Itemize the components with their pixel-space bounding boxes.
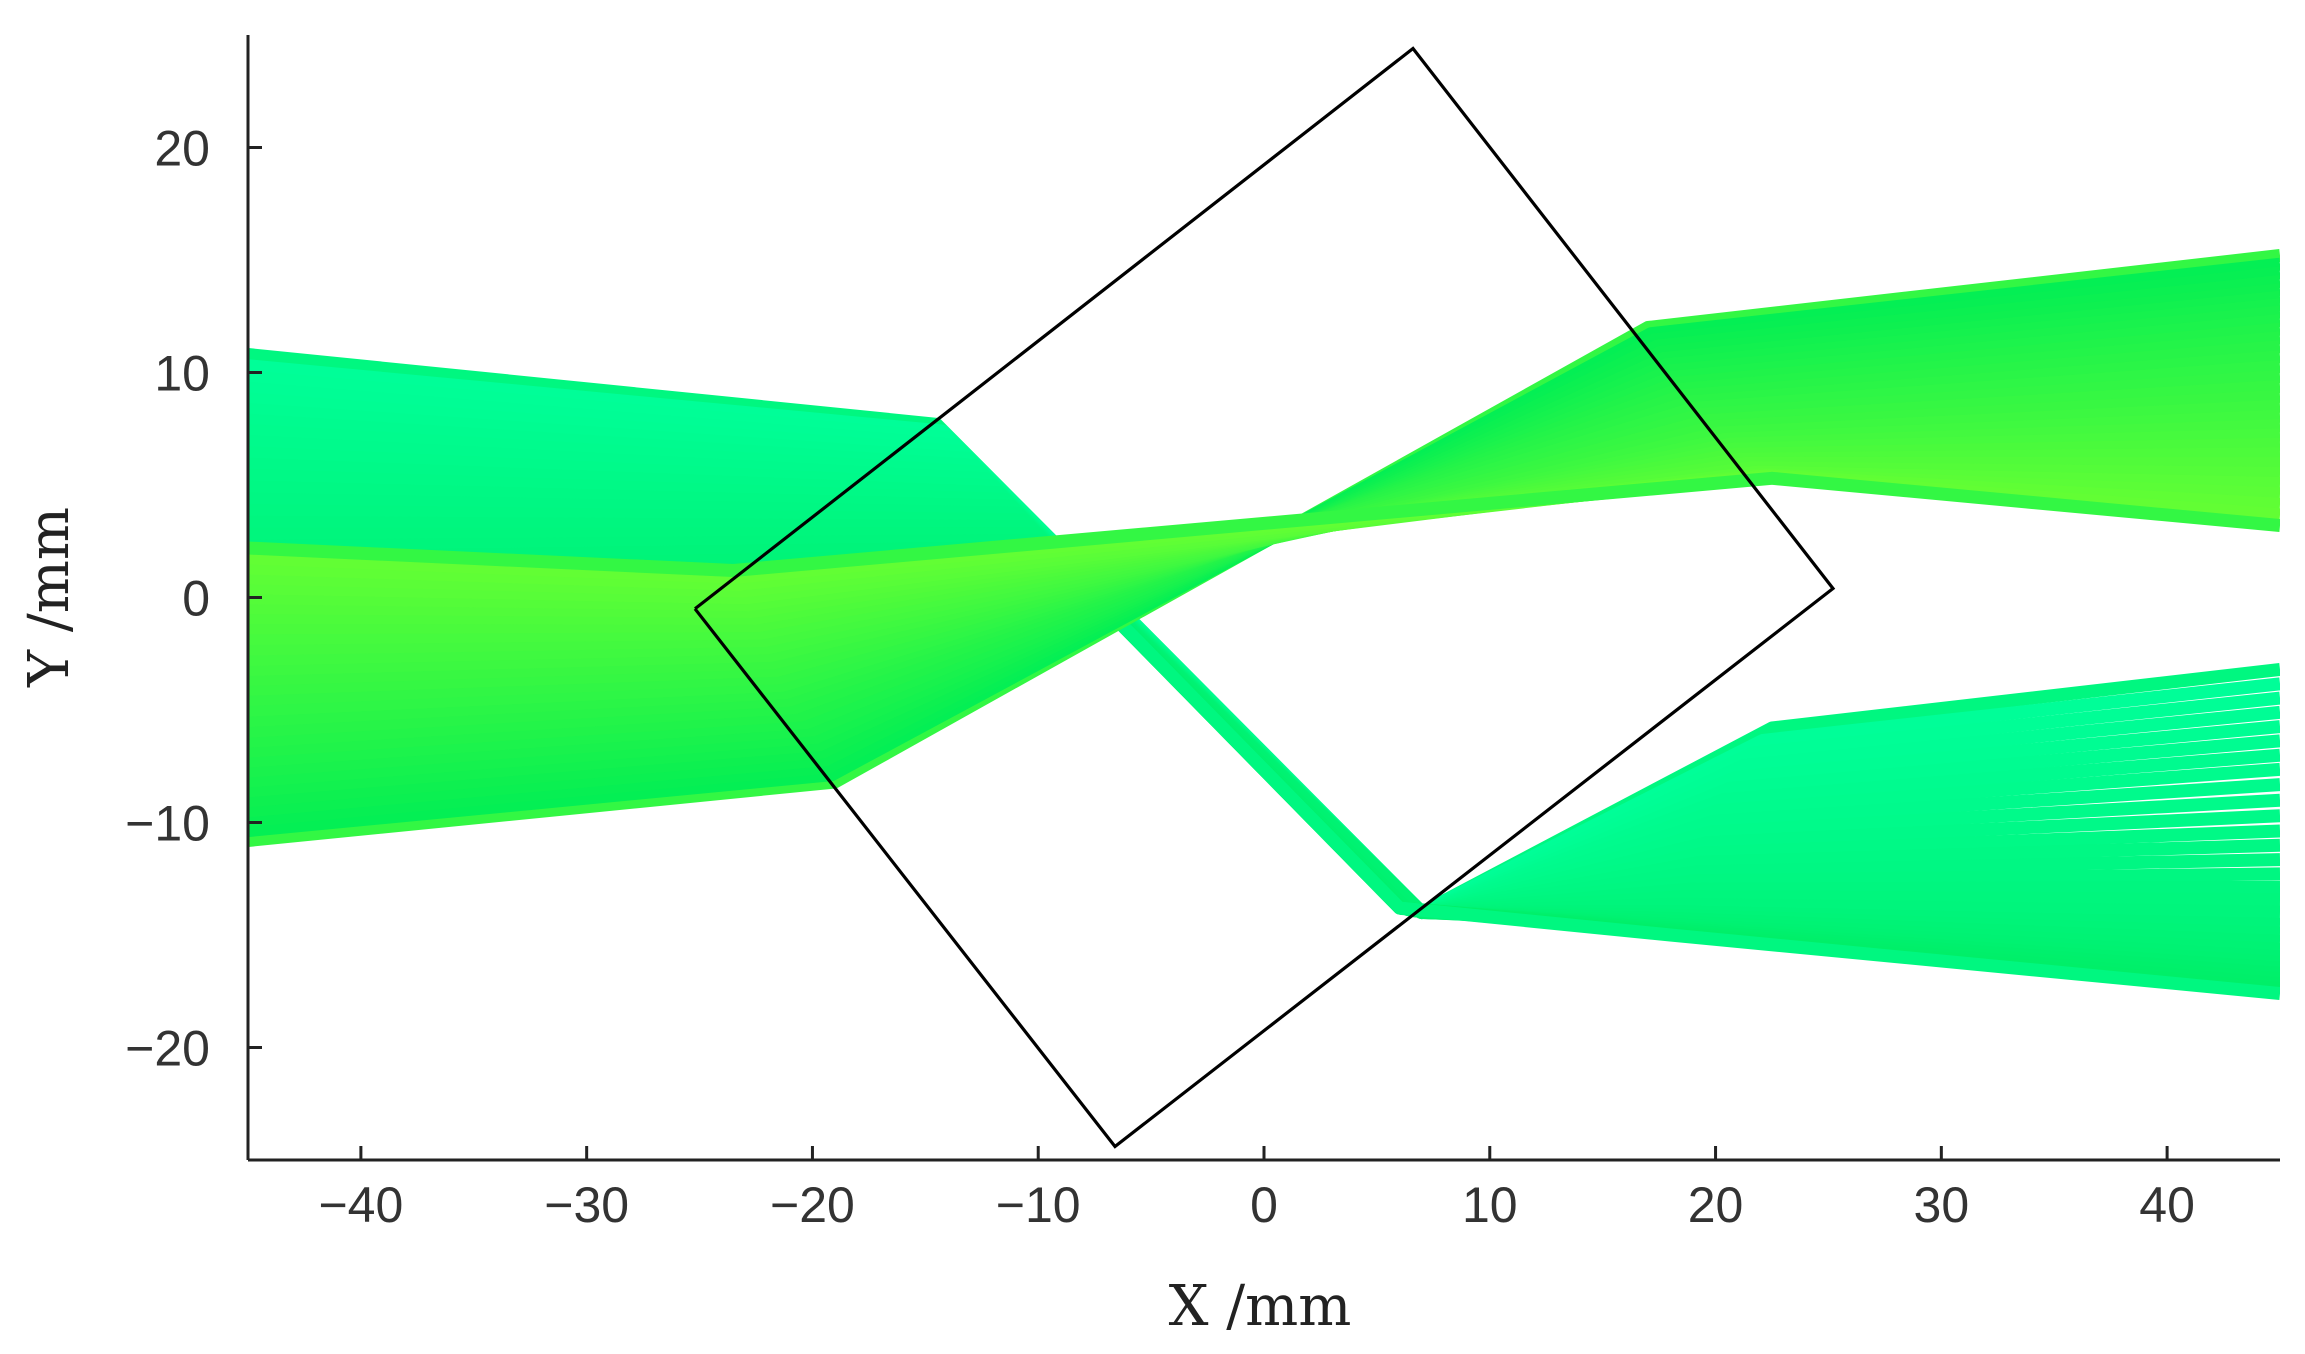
x-tick-label: −40 bbox=[318, 1177, 403, 1233]
ray-traces bbox=[248, 249, 2280, 1000]
x-tick-label: 30 bbox=[1914, 1177, 1970, 1233]
x-tick-label: 40 bbox=[2139, 1177, 2195, 1233]
bundle_b-ray bbox=[248, 471, 2280, 577]
x-tick-label: 20 bbox=[1688, 1177, 1744, 1233]
y-tick-label: 10 bbox=[154, 346, 210, 402]
y-tick-label: 20 bbox=[154, 121, 210, 177]
x-ticks: −40 −30 −20 −10 0 10 20 30 40 bbox=[318, 1146, 2195, 1233]
prism-outline bbox=[693, 46, 1836, 1149]
bundle_b-rays bbox=[248, 249, 2280, 847]
y-tick-label: −10 bbox=[125, 796, 210, 852]
y-ticks: −20 −10 0 10 20 bbox=[125, 121, 262, 1077]
y-tick-label: −20 bbox=[125, 1021, 210, 1077]
y-tick-label: 0 bbox=[182, 571, 210, 627]
prism-layer bbox=[693, 46, 1836, 1149]
x-tick-label: −10 bbox=[996, 1177, 1081, 1233]
x-tick-label: 10 bbox=[1462, 1177, 1518, 1233]
y-axis-label: Y /mm bbox=[17, 507, 82, 688]
x-tick-label: −20 bbox=[770, 1177, 855, 1233]
x-tick-label: 0 bbox=[1250, 1177, 1278, 1233]
x-axis-label: X /mm bbox=[1169, 1274, 1352, 1339]
bundle_a-rays bbox=[248, 348, 2280, 1000]
x-tick-label: −30 bbox=[544, 1177, 629, 1233]
